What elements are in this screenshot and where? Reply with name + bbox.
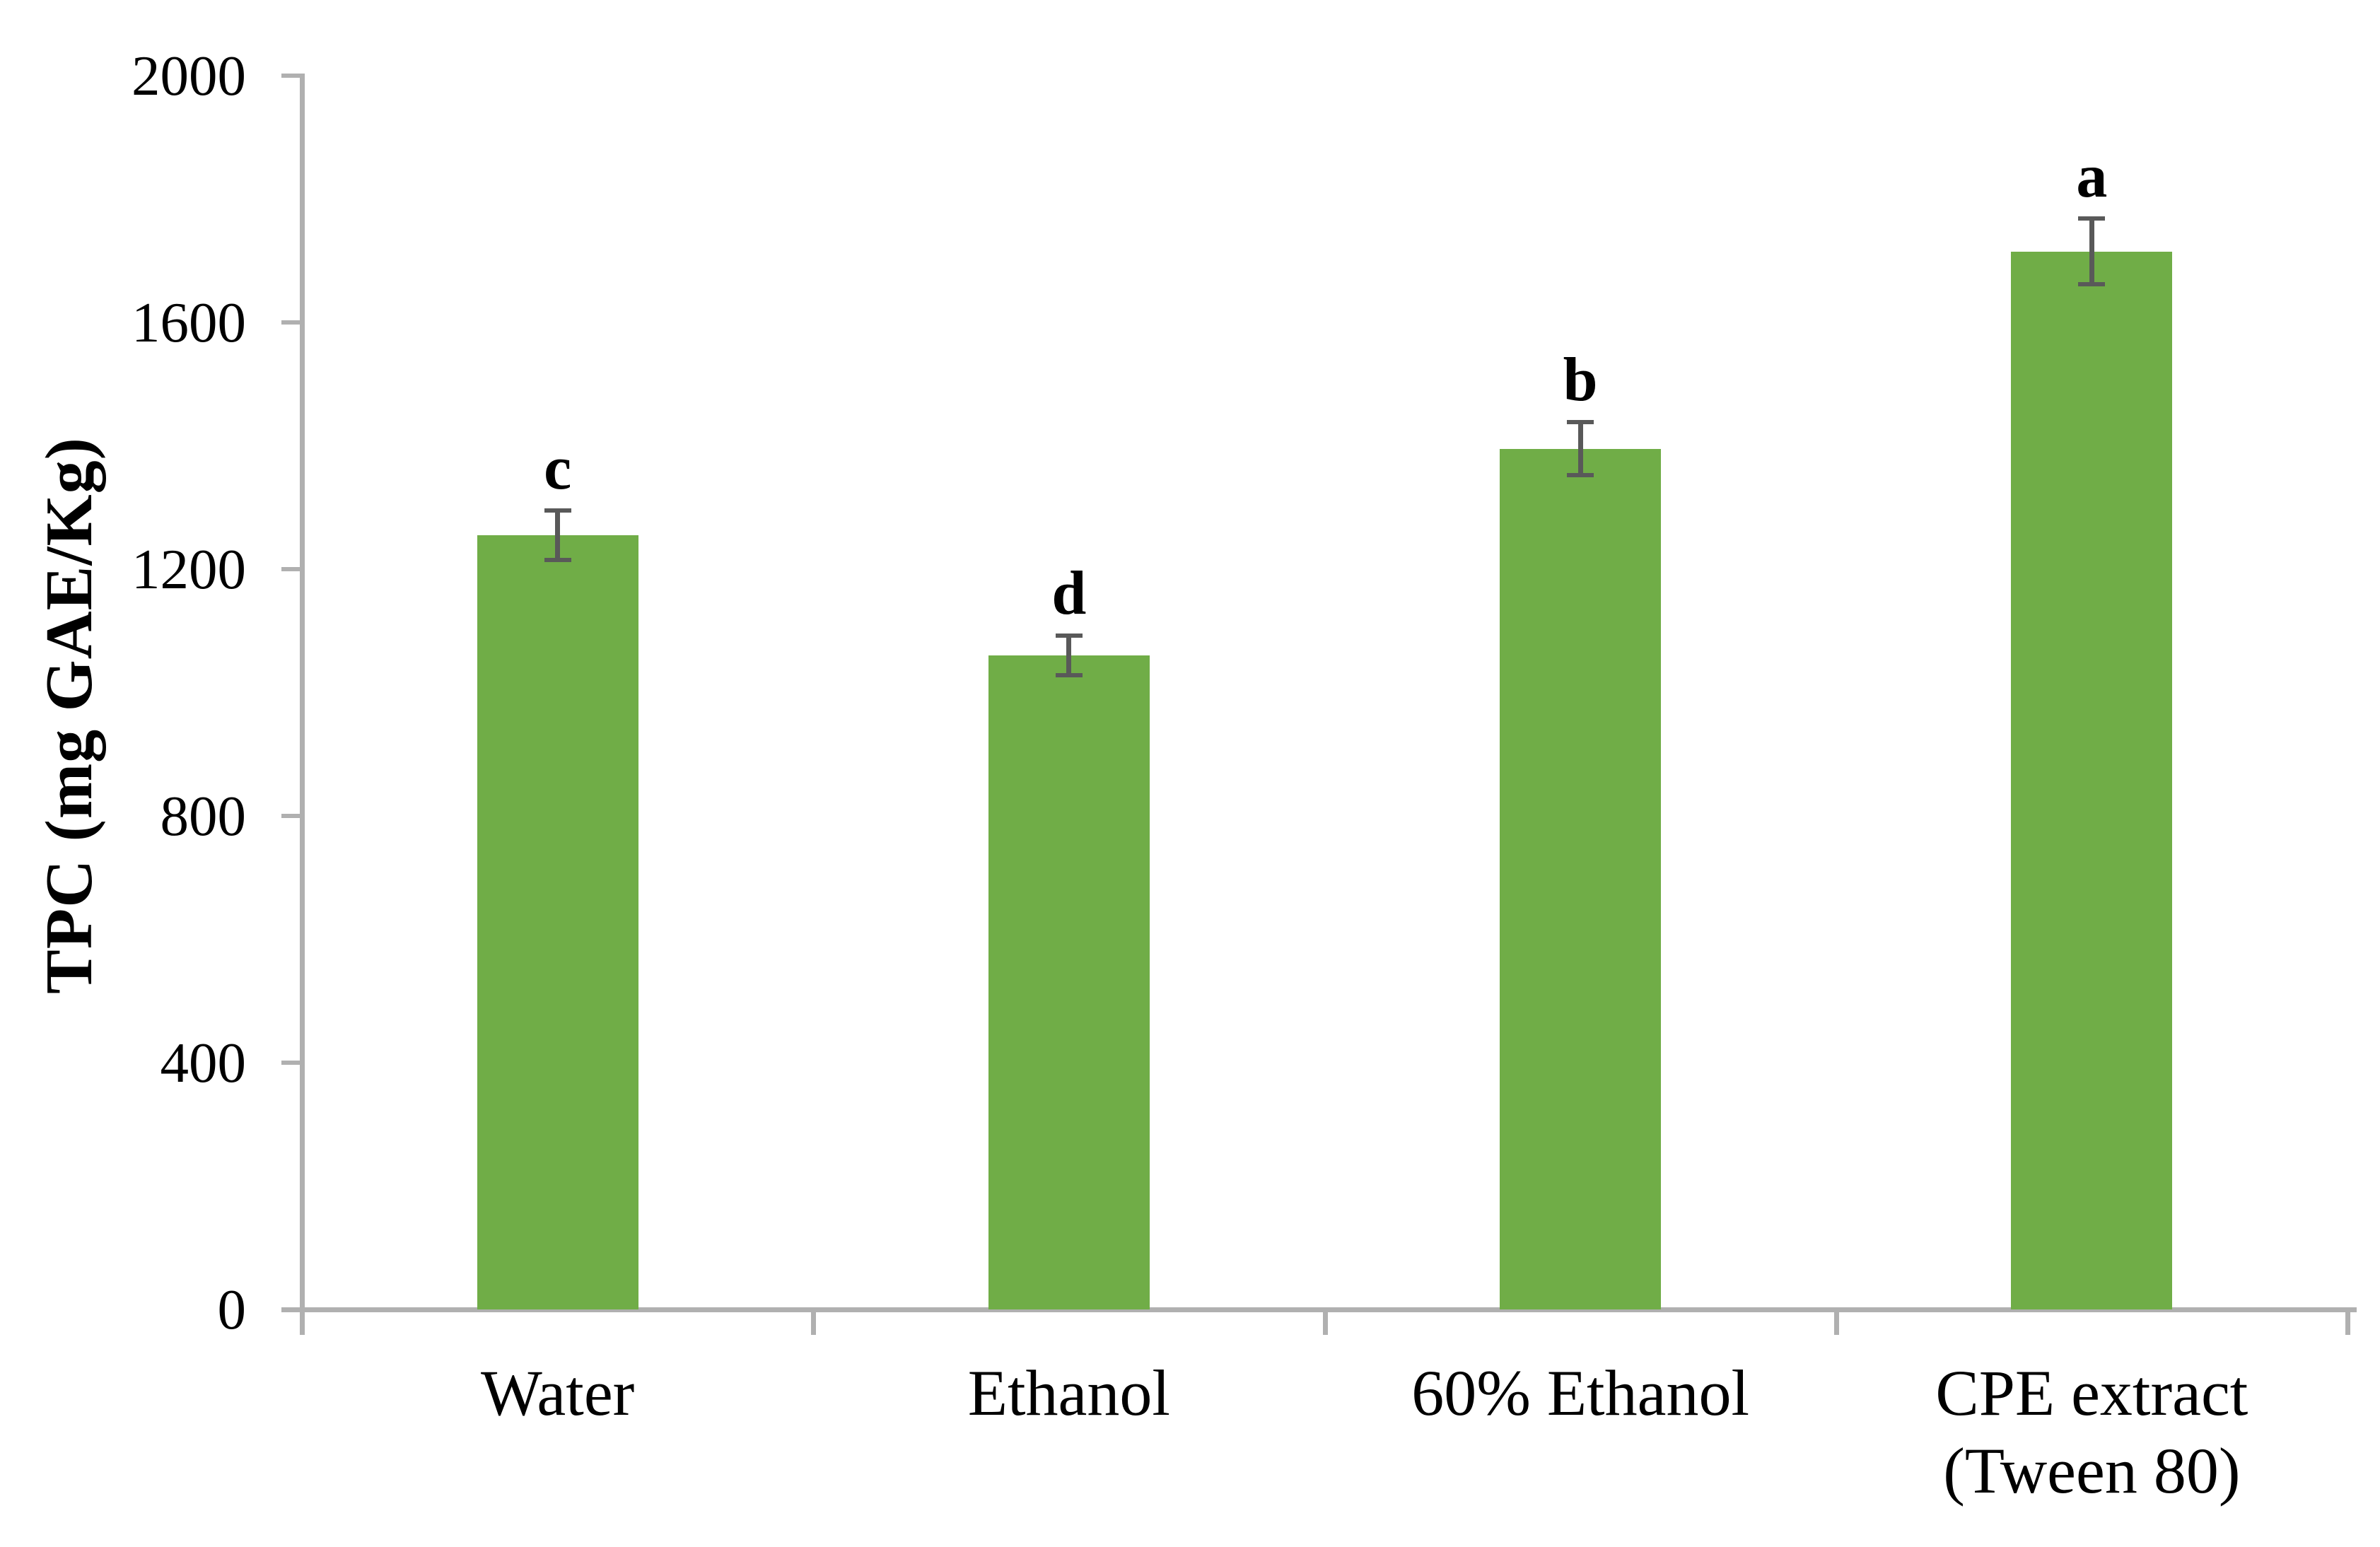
bar [477,535,638,1309]
x-axis-category-label-line: 60% Ethanol [1411,1357,1750,1429]
y-axis-tick-label: 400 [160,1031,247,1094]
x-axis-category-label: Ethanol [813,1354,1324,1432]
error-bar-cap-bottom [2078,281,2106,286]
y-axis-tick [281,74,302,78]
x-axis-tick [1323,1309,1328,1335]
error-bar-cap-top [1567,420,1594,425]
x-axis-category-label: Water [302,1354,813,1432]
error-bar-cap-bottom [544,557,571,562]
x-axis-tick [1834,1309,1839,1335]
y-axis-tick-label: 1200 [132,537,246,601]
y-axis-tick-label: 1600 [132,291,246,354]
x-axis-category-label: 60% Ethanol [1325,1354,1836,1432]
y-axis-title: TPC (mg GAE/Kg) [33,437,106,994]
bar [2011,251,2173,1309]
x-axis-tick [2345,1309,2350,1335]
y-axis-tick-label: 2000 [132,44,246,107]
significance-letter: a [2076,142,2108,211]
error-bar-cap-top [1055,634,1083,638]
y-axis-tick [281,814,302,818]
error-bar-line [2089,218,2094,284]
error-bar-line [1577,422,1583,476]
x-axis-category-label-line: CPE extract [1935,1357,2248,1429]
x-axis-category-label-line: Water [480,1357,635,1429]
y-axis-tick [281,1061,302,1065]
error-bar-line [1066,636,1072,676]
error-bar-cap-top [544,508,571,513]
x-axis-category-label-line: Ethanol [967,1357,1170,1429]
bar [1500,448,1662,1309]
x-axis-category-label-line: (Tween 80) [1943,1435,2241,1507]
y-axis-line [300,74,305,1335]
bar [988,655,1150,1309]
y-axis-tick [281,320,302,325]
error-bar-cap-bottom [1567,473,1594,478]
error-bar-line [555,510,561,560]
y-axis-tick-label: 800 [160,784,247,848]
y-axis-tick [281,567,302,571]
significance-letter: d [1051,559,1087,629]
x-axis-tick [811,1309,816,1335]
significance-letter: b [1563,346,1598,415]
error-bar-cap-top [2078,216,2106,221]
significance-letter: c [544,434,572,503]
x-axis-category-label: CPE extract (Tween 80) [1836,1354,2347,1510]
y-axis-tick [281,1307,302,1312]
y-axis-tick-label: 0 [217,1278,247,1341]
x-axis-line [281,1307,2357,1312]
error-bar-cap-bottom [1055,673,1083,678]
